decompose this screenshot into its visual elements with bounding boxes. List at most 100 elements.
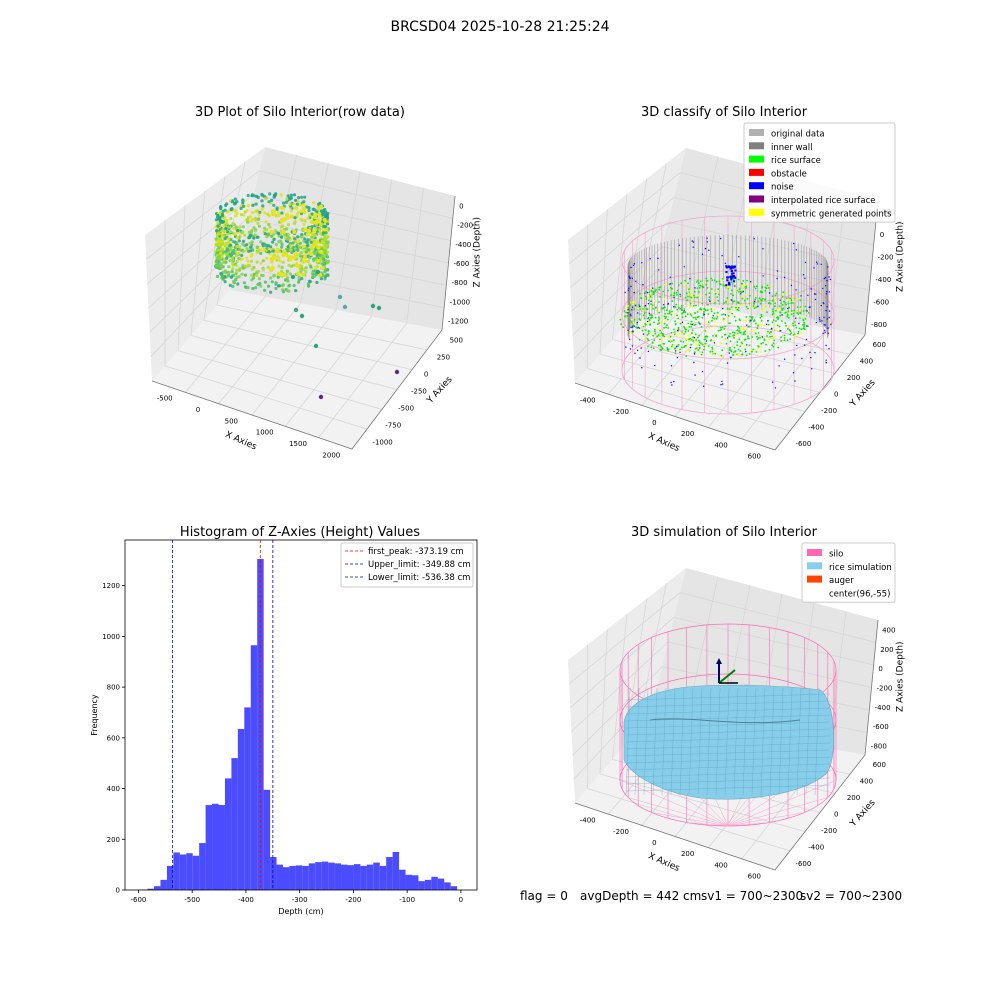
raw-grid-line [285, 316, 372, 427]
cls-surface-point [674, 332, 677, 334]
sim-rice-mesh-line [742, 687, 748, 796]
cls-surface-point [750, 316, 753, 319]
cls-surface-point [793, 309, 796, 312]
raw-point [299, 235, 303, 239]
cls-surface-point [627, 310, 629, 312]
cls-surface-point [697, 349, 700, 352]
cls-surface-point [743, 338, 746, 341]
cls-noise-point [825, 359, 827, 361]
raw-point [281, 290, 286, 294]
cls-noise-point [776, 277, 778, 280]
cls-surface-point [759, 337, 761, 339]
cls-noise-point [644, 305, 647, 307]
raw-point [250, 252, 254, 256]
cls-noise-point [642, 333, 645, 335]
raw-point [308, 280, 312, 284]
cls-surface-point [685, 355, 688, 357]
sim-y-tick-label: -400 [808, 843, 824, 851]
sim-rice-mesh-line [625, 728, 831, 736]
cls-surface-point [689, 302, 692, 305]
cls-noise-point [642, 284, 644, 286]
cls-surface-point [733, 331, 736, 334]
cls-surface-point [771, 335, 773, 338]
cls-surface-point [748, 353, 751, 355]
cls-surface-point [714, 333, 717, 335]
cls-surface-point [692, 305, 695, 307]
cls-surface-point [796, 312, 798, 314]
cls-surface-point [650, 303, 652, 305]
cls-grid-line [685, 156, 719, 303]
raw-point [292, 202, 296, 206]
raw-point [248, 215, 252, 219]
raw-point [304, 270, 308, 274]
cls-noise-point [632, 264, 635, 267]
cls-noise-point [809, 306, 811, 308]
cls-surface-point [674, 352, 677, 355]
cls-noise-point [704, 247, 707, 250]
cls-surface-point [711, 350, 714, 353]
raw-point [310, 212, 314, 216]
raw-point [280, 242, 284, 246]
cls-surface-point [728, 308, 731, 311]
cls-surface-point [748, 344, 751, 347]
cls-surface-point [657, 323, 659, 325]
cls-surface-point [695, 318, 697, 320]
cls-surface-point [733, 307, 736, 309]
raw-point [232, 248, 236, 252]
cls-surface-point [743, 328, 746, 331]
cls-surface-point [656, 335, 659, 338]
cls-surface-point [740, 341, 743, 344]
cls-surface-point [666, 324, 668, 326]
raw-point [257, 213, 261, 217]
cls-surface-point [731, 283, 734, 285]
cls-surface-point [669, 286, 672, 289]
cls-surface-point [780, 336, 782, 339]
cls-noise-point [625, 346, 627, 348]
raw-point [234, 254, 239, 258]
sim-silo-floor-spoke [727, 779, 837, 827]
cls-surface-point [708, 298, 710, 301]
cls-noise-point [647, 303, 650, 305]
raw-point [234, 272, 238, 276]
cls-noise-point [630, 285, 632, 288]
cls-noise-point [815, 321, 818, 324]
hist-legend-label: Upper_limit: -349.88 cm [368, 560, 471, 570]
cls-noise-point [729, 267, 732, 270]
cls-surface-point [767, 330, 769, 333]
cls-noise-point [644, 292, 646, 294]
cls-surface-point [739, 284, 741, 286]
cls-surface-point [657, 328, 660, 330]
hist-bar [360, 865, 367, 890]
cls-surface-point [638, 304, 640, 306]
cls-noise-point [734, 269, 737, 272]
sim-x-tick-label: 0 [652, 839, 656, 847]
sim-rice-mesh-line [733, 687, 739, 796]
cls-surface-point [690, 300, 693, 303]
cls-noise-point [825, 285, 827, 287]
cls-y-axis-label: Y Axies [848, 378, 878, 410]
cls-surface-point [626, 330, 629, 333]
raw-point [288, 202, 292, 206]
hist-bar [199, 843, 206, 890]
cls-surface-point [691, 305, 693, 307]
cls-surface-point [663, 315, 666, 318]
raw-point [325, 250, 330, 254]
cls-surface-point [684, 330, 687, 333]
raw-point [228, 283, 232, 287]
raw-point [214, 260, 218, 264]
cls-surface-point [643, 317, 646, 320]
raw-point [276, 271, 281, 276]
cls-surface-point [653, 339, 656, 342]
cls-surface-point [732, 278, 735, 281]
cls-noise-point [726, 279, 729, 282]
raw-point [323, 238, 327, 242]
cls-noise-point [728, 281, 731, 284]
cls-surface-point [650, 314, 653, 316]
raw-point [216, 274, 220, 279]
cls-noise-point [629, 276, 631, 279]
raw-point [248, 245, 253, 249]
cls-surface-point [728, 299, 730, 302]
raw-point [280, 206, 285, 211]
cls-surface-point [771, 313, 774, 316]
cls-surface-point [734, 350, 737, 352]
